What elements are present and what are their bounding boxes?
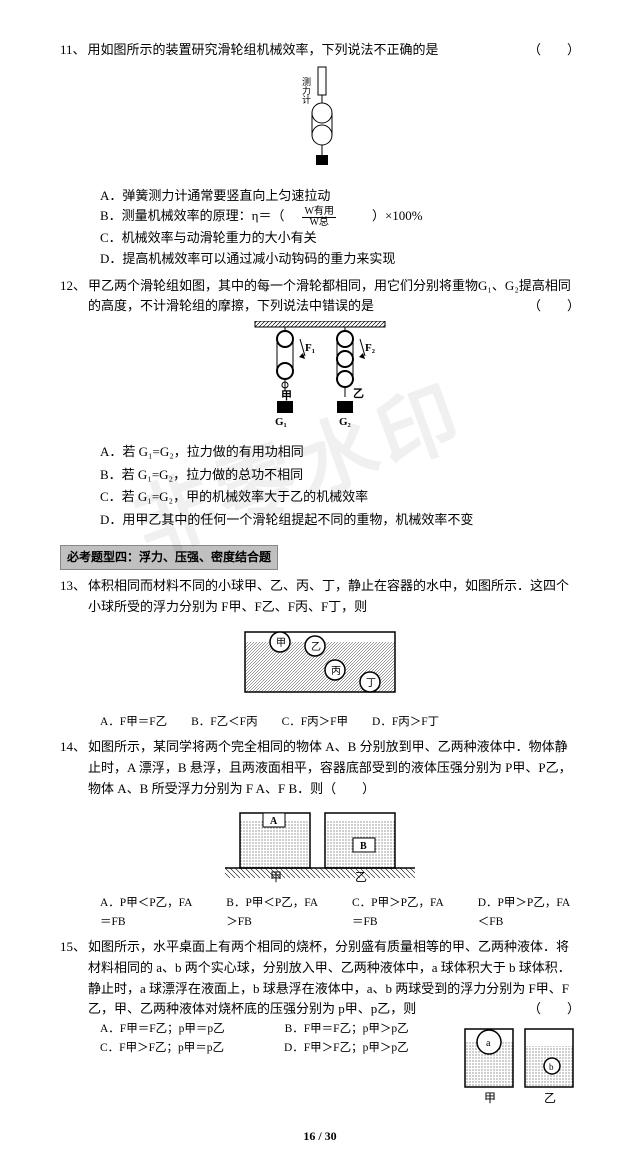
svg-text:乙: 乙 <box>355 870 367 883</box>
q15-optD: D．F甲＞F乙；p甲＞p乙 <box>284 1039 409 1057</box>
q13-figure: 甲 乙 丙 丁 <box>60 622 580 709</box>
q11-options-cd: C．机械效率与动滑轮重力的大小有关 D．提高机械效率可以通过减小动钩码的重力来实… <box>60 228 580 270</box>
q15-optC: C．F甲＞F乙；p甲＝p乙 <box>100 1039 224 1057</box>
svg-text:甲: 甲 <box>281 389 292 402</box>
question-11: 11、 用如图所示的装置研究滑轮组机械效率，下列说法不正确的是 （ ） 测力计 … <box>60 40 580 270</box>
q15-options: A．F甲＝F乙；p甲＝p乙 B．F甲＝F乙；p甲＞p乙 C．F甲＞F乙；p甲＝p… <box>60 1020 454 1057</box>
q11-figure: 测力计 <box>60 65 580 182</box>
q14-figure: A 甲 B 乙 <box>60 803 580 890</box>
q13-options: A．F甲＝F乙 B．F乙＜F丙 C．F丙＞F甲 D．F丙＞F丁 <box>60 713 580 731</box>
q14-stem: 如图所示，某同学将两个完全相同的物体 A、B 分别放到甲、乙两种液体中．物体静止… <box>88 737 580 799</box>
q15-number: 15、 <box>60 937 86 1020</box>
q12-optB: B．若 G₁=G₂，拉力做的总功不相同 <box>100 465 580 486</box>
q13-optB: B．F乙＜F丙 <box>191 713 257 731</box>
q15-optB: B．F甲＝F乙；p甲＞p乙 <box>285 1020 409 1038</box>
q13-optD: D．F丙＞F丁 <box>372 713 439 731</box>
q14-options: A．P甲＜P乙，FA＝FB B．P甲＜P乙，FA＞FB C．P甲＞P乙，FA＝F… <box>60 894 580 931</box>
svg-text:甲: 甲 <box>270 870 282 883</box>
q15-stem: 如图所示，水平桌面上有两个相同的烧杯，分别盛有质量相等的甲、乙两种液体．将材料相… <box>88 937 580 1020</box>
svg-text:乙: 乙 <box>544 1091 556 1104</box>
q11-options: A．弹簧测力计通常要竖直向上匀速拉动 B．测量机械效率的原理：η＝（W有用W总）… <box>60 186 580 228</box>
q14-optA: A．P甲＜P乙，FA＝FB <box>100 894 202 931</box>
svg-text:F₂: F₂ <box>365 342 376 354</box>
svg-text:B: B <box>360 841 367 852</box>
q13-optC: C．F丙＞F甲 <box>282 713 348 731</box>
question-14: 14、 如图所示，某同学将两个完全相同的物体 A、B 分别放到甲、乙两种液体中．… <box>60 737 580 931</box>
q12-figure: F₁ 甲 G₁ F₂ 乙 G₂ <box>60 321 580 438</box>
svg-text:A: A <box>270 816 278 827</box>
q12-options: A．若 G₁=G₂，拉力做的有用功相同 B．若 G₁=G₂，拉力做的总功不相同 … <box>60 442 580 531</box>
q15-paren: （ ） <box>528 999 580 1020</box>
q14-number: 14、 <box>60 737 86 799</box>
svg-text:乙: 乙 <box>353 387 364 400</box>
svg-text:甲: 甲 <box>484 1091 496 1104</box>
section-4-tag: 必考题型四：浮力、压强、密度结合题 <box>60 545 278 570</box>
q11-optC: C．机械效率与动滑轮重力的大小有关 <box>100 228 317 249</box>
q11-paren: （ ） <box>528 40 580 61</box>
q11-stem: 用如图所示的装置研究滑轮组机械效率，下列说法不正确的是 <box>88 40 528 61</box>
q13-number: 13、 <box>60 576 86 618</box>
q11-optB: B．测量机械效率的原理：η＝（W有用W总）×100% <box>100 206 441 228</box>
q15-figure: a 甲 b 乙 <box>460 1024 580 1111</box>
q12-stem: 甲乙两个滑轮组如图，其中的每一个滑轮都相同，用它们分别将重物G₁、G₂提高相同的… <box>88 276 580 318</box>
svg-text:丙: 丙 <box>331 666 341 677</box>
q12-number: 12、 <box>60 276 86 318</box>
svg-text:甲: 甲 <box>276 638 286 649</box>
q11-optA: A．弹簧测力计通常要竖直向上匀速拉动 <box>100 186 330 207</box>
question-15: 15、 如图所示，水平桌面上有两个相同的烧杯，分别盛有质量相等的甲、乙两种液体．… <box>60 937 580 1115</box>
question-13: 13、 体积相同而材料不同的小球甲、乙、丙、丁，静止在容器的水中，如图所示．这四… <box>60 576 580 731</box>
svg-text:G₁: G₁ <box>275 416 287 428</box>
q12-optC: C．若 G₁=G₂，甲的机械效率大于乙的机械效率 <box>100 487 580 508</box>
svg-text:F₁: F₁ <box>305 342 315 354</box>
q14-optB: B．P甲＜P乙，FA＞FB <box>226 894 328 931</box>
svg-text:a: a <box>486 1038 491 1049</box>
q14-optD: D．P甲＞P乙，FA＜FB <box>478 894 580 931</box>
svg-text:G₂: G₂ <box>339 416 352 428</box>
q11-number: 11、 <box>60 40 86 61</box>
question-12: 12、 甲乙两个滑轮组如图，其中的每一个滑轮都相同，用它们分别将重物G₁、G₂提… <box>60 276 580 532</box>
q12-optA: A．若 G₁=G₂，拉力做的有用功相同 <box>100 442 580 463</box>
svg-text:乙: 乙 <box>311 641 321 653</box>
q11-optD: D．提高机械效率可以通过减小动钩码的重力来实现 <box>100 249 395 270</box>
q13-stem: 体积相同而材料不同的小球甲、乙、丙、丁，静止在容器的水中，如图所示．这四个小球所… <box>88 576 580 618</box>
q15-optA: A．F甲＝F乙；p甲＝p乙 <box>100 1020 225 1038</box>
q14-optC: C．P甲＞P乙，FA＝FB <box>352 894 454 931</box>
svg-text:b: b <box>549 1062 554 1072</box>
q13-optA: A．F甲＝F乙 <box>100 713 167 731</box>
q12-paren: （ ） <box>528 296 580 317</box>
svg-text:丁: 丁 <box>366 678 376 689</box>
q12-optD: D．用甲乙其中的任何一个滑轮组提起不同的重物，机械效率不变 <box>100 510 580 531</box>
svg-text:测力计: 测力计 <box>301 77 311 105</box>
page-number: 16 / 30 <box>60 1127 580 1146</box>
